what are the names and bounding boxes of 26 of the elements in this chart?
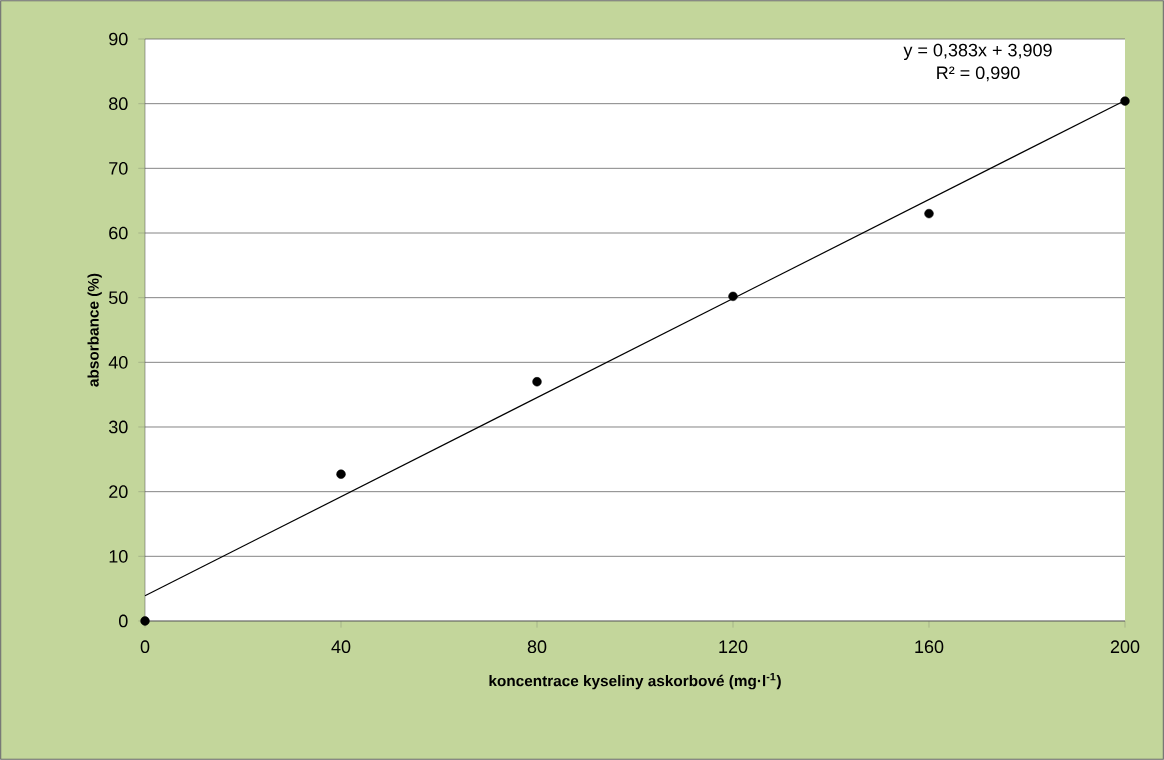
y-tick-label: 70 bbox=[109, 161, 128, 175]
y-tick-label: 90 bbox=[109, 32, 128, 46]
x-tick-label: 120 bbox=[719, 640, 748, 654]
point bbox=[336, 469, 346, 479]
point bbox=[728, 291, 738, 302]
y-tick-label: 80 bbox=[109, 97, 128, 111]
y-tick-label: 60 bbox=[109, 226, 128, 240]
x-tick-label: 0 bbox=[140, 640, 150, 654]
point bbox=[924, 208, 934, 219]
y-tick-label: 50 bbox=[108, 291, 128, 305]
point bbox=[140, 616, 150, 626]
y-tick-label: 30 bbox=[108, 420, 128, 434]
point bbox=[1120, 96, 1130, 106]
x-tick-label: 40 bbox=[331, 640, 351, 654]
y-tick-label: 10 bbox=[109, 549, 128, 563]
x-tick-label: 160 bbox=[915, 640, 944, 654]
y-axis-title: absorbance (%) bbox=[87, 273, 102, 387]
x-axis-title: koncentrace kyseliny askorbové (mg·l$^{-1}$) bbox=[489, 672, 781, 690]
y-tick-label: 40 bbox=[108, 355, 128, 369]
annotation: R² = 0,990 bbox=[937, 66, 1020, 82]
point bbox=[532, 377, 542, 387]
x-tick-label: 200 bbox=[1110, 640, 1140, 654]
x-tick-label: 80 bbox=[527, 640, 547, 654]
annotation: y = 0,383x + 3,909 bbox=[903, 43, 1052, 61]
y-tick-label: 20 bbox=[109, 485, 128, 499]
y-tick-label: 0 bbox=[119, 614, 128, 628]
